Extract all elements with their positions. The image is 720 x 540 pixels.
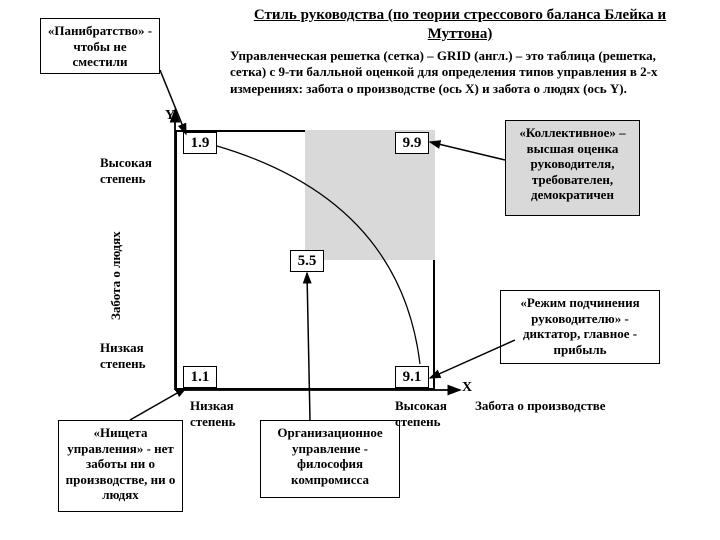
y-axis-letter: Y xyxy=(165,108,175,124)
callout-panibratsvo: «Панибратство» - чтобы не сместили xyxy=(40,18,160,74)
diagram-subtitle: Управленческая решетка (сетка) – GRID (а… xyxy=(230,48,690,97)
x-high-label: Высокая степень xyxy=(395,398,455,430)
node-9-1: 9.1 xyxy=(395,366,429,388)
y-low-label: Низкая степень xyxy=(100,340,160,372)
callout-nisheta: «Нищета управления» - нет заботы ни о пр… xyxy=(58,420,183,512)
node-9-9: 9.9 xyxy=(395,132,429,154)
x-low-label: Низкая степень xyxy=(190,398,260,430)
callout-collective: «Коллективное» – высшая оценка руководит… xyxy=(505,120,640,216)
x-axis-title: Забота о производстве xyxy=(475,398,606,414)
x-axis-letter: X xyxy=(462,380,472,396)
diagram-title: Стиль руководства (по теории стрессового… xyxy=(230,6,690,44)
node-1-9: 1.9 xyxy=(183,132,217,154)
node-1-1: 1.1 xyxy=(183,366,217,388)
y-high-label: Высокая степень xyxy=(100,155,160,187)
callout-org: Организационное управление - философия к… xyxy=(260,420,400,498)
node-5-5: 5.5 xyxy=(290,250,324,272)
callout-rezhim: «Режим подчинения руководителю» - диктат… xyxy=(500,290,660,364)
y-axis-title: Забота о людях xyxy=(108,231,124,320)
